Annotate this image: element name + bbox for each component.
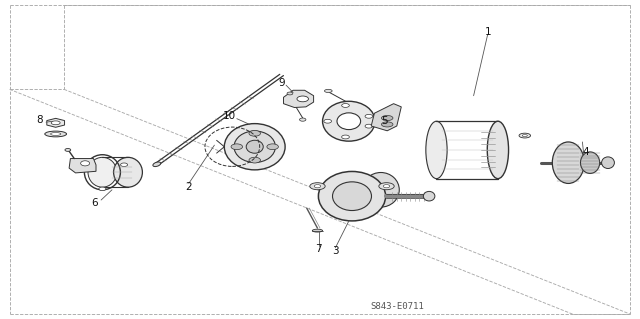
Text: 4: 4 [582, 146, 589, 157]
Text: 1: 1 [484, 27, 491, 37]
Text: 7: 7 [316, 244, 322, 254]
Text: 8: 8 [36, 115, 43, 125]
Ellipse shape [362, 173, 399, 207]
Ellipse shape [287, 92, 293, 95]
Ellipse shape [381, 115, 393, 121]
Ellipse shape [267, 144, 278, 150]
Ellipse shape [424, 191, 435, 201]
Ellipse shape [45, 131, 67, 137]
Ellipse shape [333, 182, 371, 211]
Ellipse shape [77, 163, 84, 167]
Ellipse shape [342, 135, 349, 139]
Text: 9: 9 [278, 78, 285, 88]
Ellipse shape [249, 157, 260, 163]
Text: 5: 5 [381, 116, 387, 126]
Ellipse shape [51, 133, 61, 135]
Ellipse shape [365, 115, 372, 118]
Ellipse shape [337, 113, 360, 130]
Ellipse shape [88, 157, 117, 187]
Ellipse shape [297, 96, 308, 102]
Ellipse shape [487, 121, 509, 179]
Ellipse shape [580, 152, 600, 174]
Ellipse shape [519, 133, 531, 138]
Polygon shape [284, 90, 314, 108]
Ellipse shape [51, 121, 60, 125]
Ellipse shape [314, 185, 321, 188]
Ellipse shape [319, 172, 385, 221]
Polygon shape [371, 104, 401, 131]
Text: 3: 3 [332, 246, 339, 256]
Ellipse shape [310, 183, 325, 190]
Ellipse shape [231, 144, 243, 150]
Ellipse shape [324, 89, 332, 93]
Ellipse shape [120, 163, 127, 167]
Ellipse shape [249, 130, 260, 136]
Ellipse shape [234, 131, 275, 162]
Polygon shape [47, 118, 65, 127]
Text: 2: 2 [186, 182, 192, 192]
Ellipse shape [552, 142, 584, 183]
Ellipse shape [324, 119, 332, 123]
Ellipse shape [383, 185, 390, 188]
Text: 10: 10 [223, 111, 236, 122]
Ellipse shape [65, 149, 70, 151]
Ellipse shape [246, 140, 263, 153]
Ellipse shape [342, 104, 349, 108]
Ellipse shape [323, 101, 375, 141]
Ellipse shape [225, 123, 285, 170]
Polygon shape [69, 159, 96, 173]
Ellipse shape [99, 187, 106, 190]
Ellipse shape [602, 157, 614, 168]
Ellipse shape [114, 157, 143, 187]
Ellipse shape [312, 229, 323, 232]
Ellipse shape [81, 161, 90, 166]
Ellipse shape [153, 162, 161, 167]
Ellipse shape [381, 122, 393, 127]
Ellipse shape [365, 124, 372, 128]
Ellipse shape [426, 121, 447, 179]
Text: 6: 6 [92, 197, 98, 208]
Ellipse shape [379, 183, 394, 190]
Ellipse shape [522, 135, 527, 137]
Ellipse shape [300, 118, 306, 121]
Text: S843-E0711: S843-E0711 [370, 302, 424, 311]
